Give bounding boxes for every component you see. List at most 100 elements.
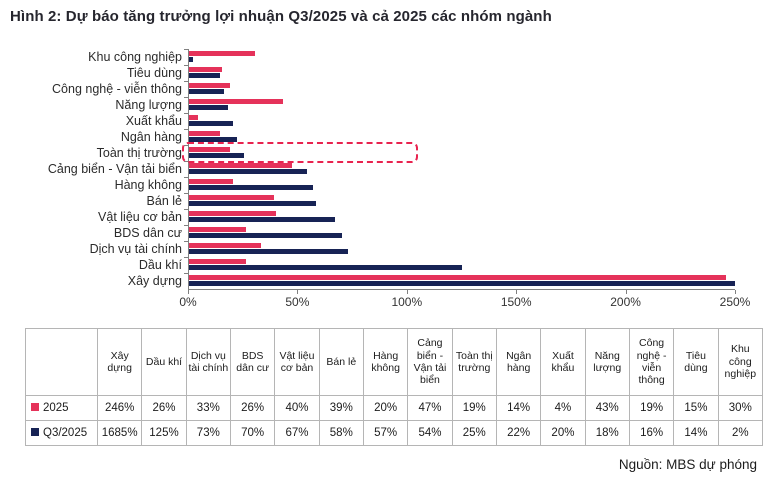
category-label: Xuất khẩu (125, 114, 182, 128)
bar-2025 (189, 211, 277, 216)
bar-group (184, 209, 735, 225)
bar-2025 (189, 99, 283, 104)
category-label: Năng lượng (115, 98, 182, 112)
bar-q3-2025 (189, 89, 224, 94)
chart-row: Bán lẻ (8, 193, 769, 209)
chart-row: Cảng biển - Vận tải biển (8, 161, 769, 177)
bar-group (184, 257, 735, 273)
table-cell: 2% (717, 420, 764, 446)
category-label: Bán lẻ (146, 194, 182, 208)
table-row: 2025 246% 26% 33% 26% 40% 39% 20% 47% 19% 14% 4% 43%… (25, 395, 764, 421)
legend-swatch (31, 403, 39, 411)
table-corner-cell (25, 328, 98, 396)
table-cell: 73% (185, 420, 231, 446)
bar-2025 (189, 275, 727, 280)
bar-group (184, 49, 735, 65)
x-axis-tick-label: 150% (500, 295, 532, 309)
table-cell: 40% (274, 395, 320, 421)
bar-q3-2025 (189, 265, 462, 270)
x-axis-tick-label: 250% (719, 295, 751, 309)
bar-2025 (189, 147, 231, 152)
table-column-header: Công nghệ - viễn thông (628, 328, 675, 396)
table-cell: 4% (540, 395, 586, 421)
bar-2025 (189, 227, 246, 232)
table-cell: 15% (673, 395, 719, 421)
table-column-header: Hàng không (362, 328, 409, 396)
category-label: Ngân hàng (120, 130, 182, 144)
table-cell: 30% (717, 395, 764, 421)
category-label: Tiêu dùng (126, 66, 182, 80)
category-label: Dịch vụ tài chính (89, 242, 182, 256)
category-label: Xây dựng (127, 274, 182, 288)
chart-row: Xây dựng (8, 273, 769, 289)
bar-q3-2025 (189, 169, 307, 174)
bar-group (184, 225, 735, 241)
bar-2025 (189, 243, 262, 248)
table-cell: 33% (185, 395, 231, 421)
bar-2025 (189, 179, 233, 184)
table-column-header: Khu công nghiệp (717, 328, 764, 396)
bar-group (184, 161, 735, 177)
bar-group (184, 177, 735, 193)
table-cell: 25% (451, 420, 497, 446)
bar-q3-2025 (189, 57, 194, 62)
table-cell: 1685% (96, 420, 143, 446)
table-cell: 70% (229, 420, 276, 446)
table-cell: 26% (229, 395, 276, 421)
bar-group (184, 65, 735, 81)
source-note: Nguồn: MBS dự phóng (618, 457, 757, 472)
table-cell: 14% (673, 420, 719, 446)
chart-row: Hàng không (8, 177, 769, 193)
chart-row: Công nghệ - viễn thông (8, 81, 769, 97)
table-cell: 26% (141, 395, 187, 421)
series-label: Q3/2025 (43, 427, 88, 439)
bar-q3-2025 (189, 233, 342, 238)
chart-row: Khu công nghiệp (8, 49, 769, 65)
bar-2025 (189, 259, 246, 264)
table-cell: 22% (495, 420, 542, 446)
table-column-header: Cảng biển - Vận tải biển (407, 328, 453, 396)
table-cell: 54% (407, 420, 453, 446)
table-cell: 20% (540, 420, 586, 446)
bar-q3-2025 (189, 249, 349, 254)
bar-group (184, 129, 735, 145)
chart-row: Xuất khẩu (8, 113, 769, 129)
chart-row: Dầu khí (8, 257, 769, 273)
bar-q3-2025 (189, 281, 735, 286)
table-column-header: Toàn thị trường (451, 328, 497, 396)
chart-row: Dịch vụ tài chính (8, 241, 769, 257)
x-axis-tick (625, 290, 627, 294)
table-column-header: Năng lượng (584, 328, 630, 396)
bar-group (184, 241, 735, 257)
chart-row: Tiêu dùng (8, 65, 769, 81)
bar-q3-2025 (189, 201, 316, 206)
bar-q3-2025 (189, 137, 238, 142)
table-cell: 58% (318, 420, 364, 446)
bar-group (184, 97, 735, 113)
x-axis: 0% 50% 100% 150% 200% 250% (179, 290, 750, 314)
bar-group (184, 273, 735, 289)
table-cell: 47% (407, 395, 453, 421)
series-legend-cell: 2025 (25, 395, 98, 421)
table-column-header: Tiêu dùng (673, 328, 719, 396)
bar-2025 (189, 115, 198, 120)
bar-q3-2025 (189, 121, 233, 126)
bar-group (184, 193, 735, 209)
table-cell: 18% (584, 420, 630, 446)
bar-2025 (189, 131, 220, 136)
bar-2025 (189, 67, 222, 72)
x-axis-tick (735, 290, 736, 294)
table-column-header: Bán lẻ (318, 328, 364, 396)
table-cell: 19% (628, 395, 675, 421)
x-axis-tick-label: 200% (610, 295, 641, 309)
bar-2025 (189, 83, 231, 88)
table-column-header: Dầu khí (141, 328, 187, 396)
table-column-header: Xuất khẩu (540, 328, 586, 396)
table-cell: 20% (362, 395, 409, 421)
bar-group (182, 142, 735, 163)
category-label: Vật liệu cơ bản (98, 210, 182, 224)
bar-q3-2025 (189, 73, 220, 78)
x-axis-tick (406, 290, 408, 294)
x-axis-tick (188, 290, 189, 294)
bar-q3-2025 (189, 153, 244, 158)
